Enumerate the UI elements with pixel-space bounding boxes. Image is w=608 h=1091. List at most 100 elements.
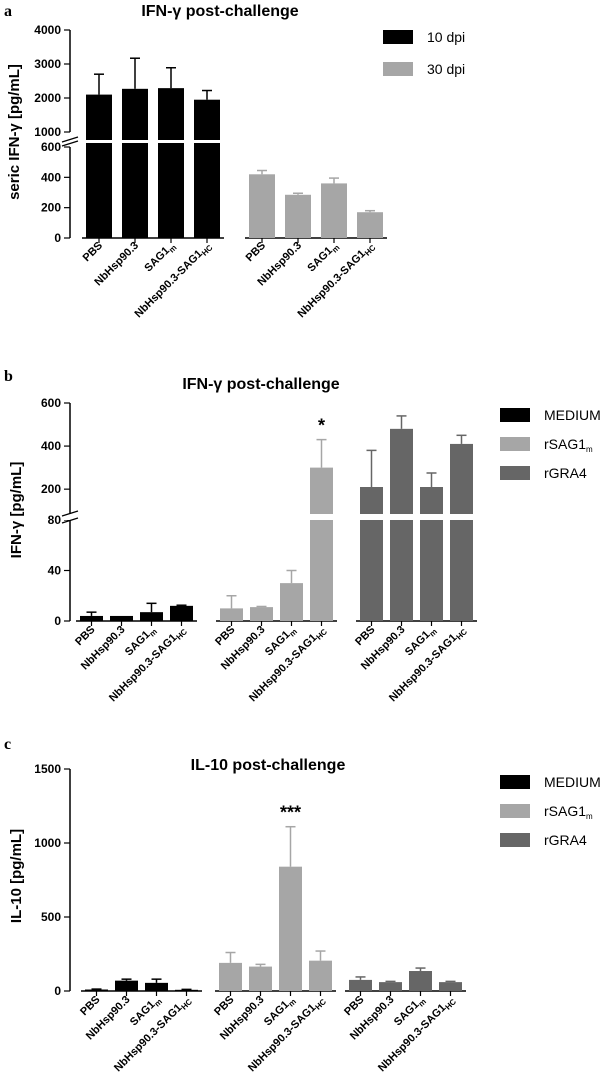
axis-break-mark	[61, 136, 79, 143]
axis-break-mark	[61, 140, 79, 147]
x-tick-label-group: PBS	[244, 240, 268, 264]
legend-c: MEDIUM rSAG1m rGRA4	[500, 774, 601, 848]
bar	[450, 443, 473, 621]
bar	[249, 966, 272, 991]
y-axis-label-a: seric IFN-γ [pg/mL]	[6, 64, 23, 200]
bar	[390, 428, 413, 621]
x-tick-label-text: PBS	[342, 994, 366, 1018]
x-tick-label: PBS	[78, 994, 102, 1018]
x-tick-label: PBS	[73, 624, 97, 648]
chart-title-a: IFN-γ post-challenge	[141, 3, 298, 20]
bar	[170, 605, 193, 621]
legend-label: MEDIUM	[544, 407, 601, 423]
x-tick-label: PBS	[244, 240, 268, 264]
legend-label-text: MEDIUM	[544, 774, 601, 790]
legend-swatch	[500, 466, 530, 480]
legend-swatch	[500, 775, 530, 789]
bar	[249, 174, 275, 238]
x-tick-label: PBS	[81, 240, 105, 264]
panel-a: a IFN-γ post-challenge seric IFN-γ [pg/m…	[4, 3, 465, 320]
legend-swatch	[383, 62, 413, 76]
bar	[175, 989, 198, 991]
bar	[409, 971, 432, 991]
bar	[140, 612, 163, 621]
bar	[321, 183, 347, 238]
x-tick-label-group: PBS	[73, 624, 97, 648]
bar	[220, 608, 243, 621]
x-tick-label-subscript: m	[428, 627, 439, 638]
x-tick-label-text: PBS	[73, 624, 97, 648]
y-tick-label: 400	[41, 170, 61, 184]
y-tick-label: 400	[41, 439, 61, 453]
y-tick-label: 0	[54, 231, 61, 245]
legend-label-text: 30 dpi	[427, 61, 465, 77]
x-tick-label-text: PBS	[244, 240, 268, 264]
x-tick-label-text: PBS	[81, 240, 105, 264]
legend-swatch	[500, 833, 530, 847]
bar	[158, 88, 184, 238]
bar	[309, 960, 332, 991]
x-tick-label-subscript: m	[417, 997, 428, 1008]
x-tick-label: PBS	[213, 624, 237, 648]
y-tick-label: 600	[41, 396, 61, 410]
legend-b: MEDIUM rSAG1m rGRA4	[500, 407, 601, 481]
x-tick-label-text: NbHsp90.3-SAG1	[132, 248, 204, 320]
x-tick-label-group: PBS	[342, 994, 366, 1018]
legend-label: rGRA4	[544, 832, 587, 848]
legend-a: 10 dpi 30 dpi	[383, 29, 465, 77]
bar	[285, 194, 311, 238]
x-tick-label-text: PBS	[212, 994, 236, 1018]
bar	[122, 88, 148, 238]
plot-c: 050010001500PBSNbHsp90.3SAG1mNbHsp90.3-S…	[34, 762, 466, 1074]
panel-letter-b: b	[4, 368, 13, 385]
legend-label: MEDIUM	[544, 774, 601, 790]
x-tick-label-subscript: m	[148, 627, 159, 638]
x-tick-label-text: PBS	[353, 624, 377, 648]
legend-label-text: rGRA4	[544, 465, 587, 481]
bar	[379, 982, 402, 991]
y-tick-label: 200	[41, 201, 61, 215]
y-axis-label-b: IFN-γ [pg/mL]	[8, 462, 25, 559]
legend-label-subscript: m	[586, 445, 593, 454]
panel-c: c IL-10 post-challenge IL-10 [pg/mL] 0 50…	[4, 736, 601, 1074]
axis-break-mark	[61, 517, 79, 524]
legend-swatch	[383, 30, 413, 44]
x-tick-label-group: PBS	[81, 240, 105, 264]
x-tick-label-group: PBS	[212, 994, 236, 1018]
bar	[357, 212, 383, 238]
legend-label-text: 10 dpi	[427, 29, 465, 45]
x-tick-label-group: PBS	[353, 624, 377, 648]
bar	[194, 99, 220, 238]
legend-label: 10 dpi	[427, 29, 465, 45]
x-tick-label-subscript: m	[330, 243, 341, 254]
legend-label-text: rGRA4	[544, 832, 587, 848]
plot-b: 04080200400600PBSNbHsp90.3SAG1mNbHsp90.3…	[41, 396, 485, 704]
x-tick-label-subscript: m	[288, 627, 299, 638]
legend-label: rSAG1m	[544, 436, 593, 454]
axis-break-gap	[62, 140, 395, 143]
bar	[280, 583, 303, 621]
legend-label-text: rSAG1	[544, 803, 586, 819]
legend-swatch	[500, 804, 530, 818]
bar	[360, 487, 383, 621]
x-tick-label-subscript: m	[167, 243, 178, 254]
x-tick-label-text: PBS	[78, 994, 102, 1018]
x-tick-label-text: PBS	[213, 624, 237, 648]
bar	[110, 615, 133, 621]
panel-b: b IFN-γ post-challenge IFN-γ [pg/mL] 0 40…	[4, 368, 601, 704]
legend-label-text: rSAG1	[544, 436, 586, 452]
significance-mark: ***	[280, 803, 301, 823]
bar	[420, 487, 443, 621]
y-tick-label: 4000	[34, 23, 61, 37]
axis-break-gap	[62, 514, 485, 520]
y-tick-label: 0	[54, 614, 61, 628]
panel-letter-c: c	[4, 736, 11, 753]
x-tick-label-subscript: m	[287, 997, 298, 1008]
chart-title-c: IL-10 post-challenge	[191, 757, 346, 774]
legend-label: rSAG1m	[544, 803, 593, 821]
legend-label: 30 dpi	[427, 61, 465, 77]
x-tick-label: PBS	[212, 994, 236, 1018]
bar	[115, 980, 138, 991]
